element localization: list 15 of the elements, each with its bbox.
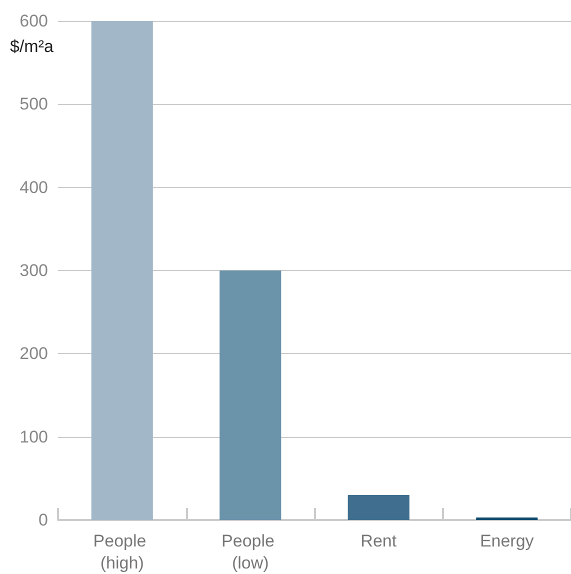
x-tick-label: People (low) — [222, 532, 280, 572]
bar — [348, 495, 410, 520]
y-tick-label: 500 — [20, 94, 48, 114]
y-axis-title: $/m²a — [10, 37, 54, 56]
x-tick-label: Rent — [360, 532, 397, 550]
y-tick-label: 300 — [20, 261, 48, 280]
x-tick-label: Energy — [480, 532, 534, 550]
x-tick-label: People (high) — [93, 532, 151, 572]
y-tick-label: 400 — [20, 178, 48, 197]
y-tick-label: 0 — [38, 510, 48, 530]
y-tick-label: 200 — [20, 344, 48, 364]
bar — [91, 21, 153, 520]
y-tick-label: 100 — [20, 427, 48, 446]
bar — [220, 270, 282, 520]
y-tick-label: 600 — [20, 12, 48, 30]
